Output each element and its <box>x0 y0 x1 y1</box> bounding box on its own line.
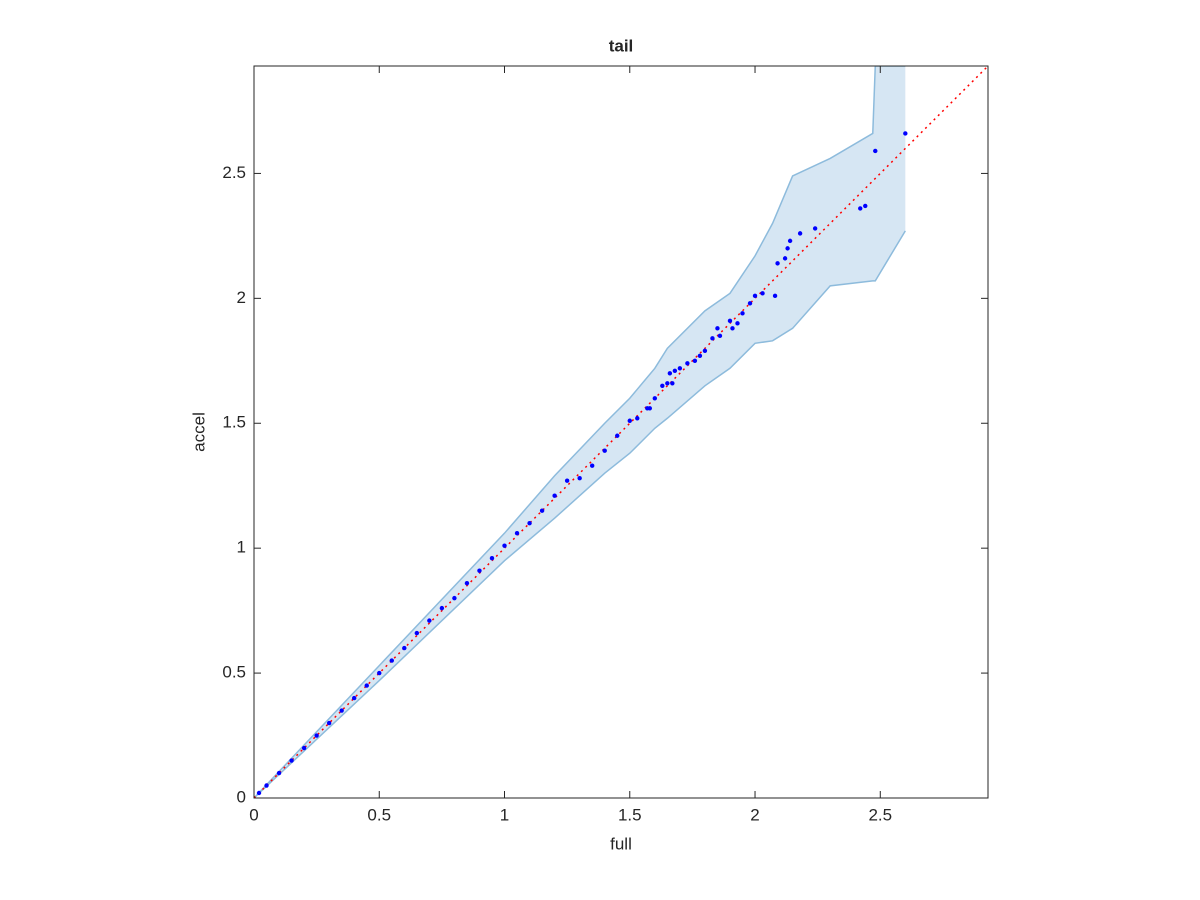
data-point <box>747 301 753 306</box>
data-point <box>772 293 778 299</box>
x-axis-label: full <box>610 834 632 853</box>
data-point <box>552 493 557 498</box>
y-tick-label: 2.5 <box>222 163 246 182</box>
data-point <box>402 645 407 651</box>
x-tick-label: 1 <box>500 805 509 824</box>
data-point <box>873 148 878 154</box>
data-point <box>452 595 457 601</box>
data-point <box>439 605 445 611</box>
data-point <box>812 226 818 231</box>
band-lower-edge <box>254 230 906 798</box>
data-point <box>863 203 868 209</box>
data-point <box>652 396 658 401</box>
data-point <box>797 231 803 236</box>
data-point <box>735 321 740 326</box>
data-point <box>672 368 678 373</box>
data-point <box>602 448 607 453</box>
data-point <box>715 326 720 331</box>
data-point <box>665 381 670 386</box>
data-point <box>289 758 294 763</box>
data-point <box>627 418 632 423</box>
data-point <box>727 318 733 324</box>
y-axis-label: accel <box>189 412 208 452</box>
data-point <box>785 246 790 251</box>
plot-area <box>254 66 988 798</box>
x-tick-label: 2 <box>750 805 759 824</box>
data-point <box>339 708 344 713</box>
axes: 0 0.5 1 1.5 2 2.5 0 0.5 1 1.5 2 2.5 <box>222 65 989 824</box>
x-tick-label: 0 <box>249 805 258 824</box>
data-point <box>276 770 282 776</box>
data-point <box>710 336 715 341</box>
data-point <box>577 476 582 481</box>
data-point <box>760 291 765 296</box>
data-point <box>752 293 758 299</box>
data-point <box>670 381 675 386</box>
data-point <box>326 720 332 726</box>
data-point <box>615 433 620 438</box>
data-point <box>685 361 690 366</box>
y-tick-label: 1.5 <box>222 413 246 432</box>
data-point <box>692 358 698 363</box>
x-tick-label: 0.5 <box>367 805 391 824</box>
data-point <box>647 406 653 411</box>
data-point <box>667 371 673 376</box>
data-point <box>677 366 683 371</box>
y-tick-label: 0.5 <box>222 663 246 682</box>
data-point <box>635 416 640 421</box>
data-point <box>660 383 665 388</box>
data-point <box>377 670 382 676</box>
data-point <box>858 206 863 211</box>
data-point <box>389 658 394 663</box>
data-point <box>502 543 507 548</box>
x-tick-label: 1.5 <box>618 805 642 824</box>
data-point <box>364 683 369 688</box>
data-point <box>264 783 269 788</box>
data-point <box>464 580 470 586</box>
data-point <box>564 478 570 483</box>
data-point <box>775 261 780 266</box>
data-point <box>427 618 432 623</box>
data-point <box>256 790 262 796</box>
data-point <box>301 745 307 751</box>
data-point <box>717 333 723 339</box>
data-point <box>527 520 532 526</box>
band-upper-edge <box>254 66 906 798</box>
data-point <box>740 311 745 316</box>
data-point <box>589 463 595 468</box>
data-point <box>489 555 495 561</box>
data-point <box>702 348 708 354</box>
y-tick-label: 2 <box>237 288 246 307</box>
data-point <box>414 630 420 636</box>
x-tick-label: 2.5 <box>868 805 892 824</box>
y-tick-label: 1 <box>237 538 246 557</box>
chart-title: tail <box>609 36 634 55</box>
data-point <box>539 508 545 513</box>
data-point <box>730 326 735 331</box>
data-point <box>477 568 482 573</box>
data-point <box>352 695 357 701</box>
data-point <box>903 131 908 136</box>
axes-box <box>253 65 989 799</box>
data-point <box>514 530 520 536</box>
y-tick-label: 0 <box>237 787 246 806</box>
data-point <box>697 353 703 359</box>
data-point <box>787 238 793 244</box>
data-point <box>782 256 788 261</box>
data-point <box>314 733 319 738</box>
